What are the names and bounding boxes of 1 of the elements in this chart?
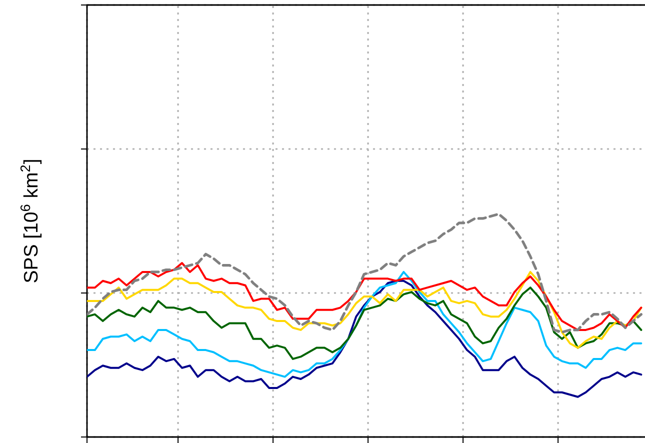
y-axis-title: SPS [10$^{6}$ km$^{2}$] [20,160,42,282]
